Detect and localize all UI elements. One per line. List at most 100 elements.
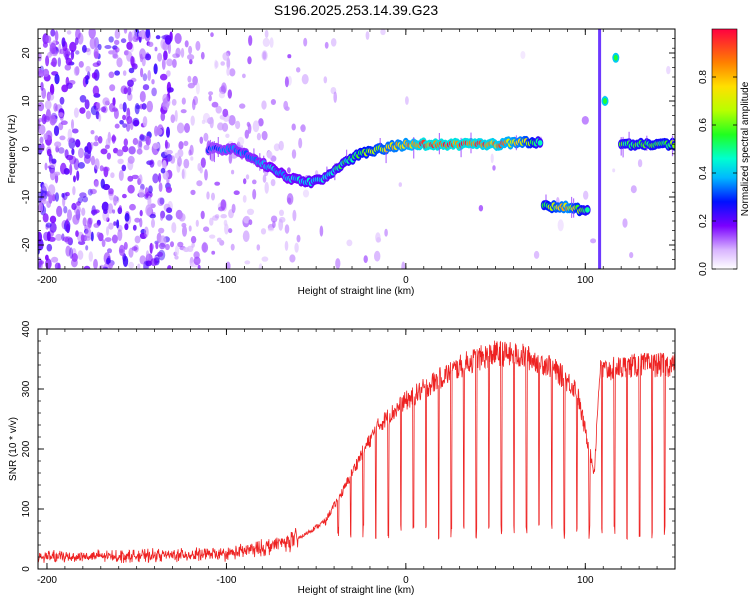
noise-speckle xyxy=(93,223,100,228)
signal-blob-core xyxy=(613,54,618,61)
noise-speckle xyxy=(123,29,128,34)
noise-speckle xyxy=(38,69,45,78)
snr-panel: -200 -100 0 100 0 100 200 300 400 Height of str… xyxy=(8,320,676,596)
noise-speckle xyxy=(87,217,92,229)
signal-core xyxy=(585,207,590,213)
noise-speckle xyxy=(152,173,159,184)
colorbar: 0.0 0.2 0.4 0.6 0.8 Normalized spectral ampl… xyxy=(698,28,750,276)
noise-speckle xyxy=(182,225,187,237)
noise-speckle xyxy=(192,75,198,86)
y-tick-label: -20 xyxy=(21,237,32,252)
spectrogram-y-axis: -20 -10 0 10 20 xyxy=(21,28,675,270)
noise-speckle xyxy=(131,29,138,41)
noise-speckle xyxy=(85,78,89,85)
noise-speckle xyxy=(128,247,134,258)
noise-speckle xyxy=(210,32,214,38)
noise-speckle xyxy=(151,218,155,228)
noise-speckle xyxy=(80,234,85,242)
noise-speckle xyxy=(149,213,156,219)
noise-speckle xyxy=(264,29,269,39)
noise-speckle xyxy=(184,123,190,133)
snr-y-axis: 0 100 200 300 400 xyxy=(21,320,675,572)
noise-speckle xyxy=(201,242,209,253)
noise-speckle xyxy=(75,29,81,40)
noise-speckle xyxy=(54,141,62,148)
noise-speckle xyxy=(116,219,120,229)
noise-speckle xyxy=(94,158,100,170)
noise-speckle xyxy=(71,148,75,156)
spectrogram-y-label: Frequency (Hz) xyxy=(7,115,18,184)
colorbar-tick-label: 0.2 xyxy=(698,214,709,228)
noise-speckle xyxy=(87,217,92,228)
colorbar-label: Normalized spectral amplitude xyxy=(740,81,750,216)
noise-speckle xyxy=(222,52,230,61)
noise-speckle xyxy=(40,81,44,91)
noise-speckle xyxy=(287,167,291,174)
noise-speckle xyxy=(147,41,154,47)
noise-speckle xyxy=(87,188,93,196)
noise-speckle xyxy=(200,157,206,168)
noise-speckle xyxy=(42,192,46,202)
noise-speckle xyxy=(106,152,111,160)
noise-speckle xyxy=(128,67,135,74)
noise-speckle xyxy=(235,120,241,130)
noise-speckle xyxy=(119,103,124,110)
noise-speckle xyxy=(104,45,112,49)
noise-speckle xyxy=(242,230,250,242)
noise-speckle xyxy=(88,217,93,225)
noise-speckle xyxy=(74,37,79,46)
noise-speckle xyxy=(237,136,245,146)
noise-speckle xyxy=(83,265,91,269)
noise-speckle xyxy=(158,242,166,250)
noise-speckle xyxy=(230,243,235,251)
noise-speckle xyxy=(174,110,178,122)
noise-speckle xyxy=(53,171,61,176)
noise-speckle xyxy=(157,52,163,62)
noise-speckle xyxy=(121,164,127,172)
noise-speckle xyxy=(612,168,616,173)
noise-speckle xyxy=(117,229,123,242)
noise-speckle xyxy=(167,42,171,55)
noise-speckle xyxy=(244,129,249,139)
noise-speckle xyxy=(145,52,150,59)
noise-speckle xyxy=(401,261,406,269)
noise-speckle xyxy=(622,218,628,228)
y-tick-label: 10 xyxy=(21,95,32,107)
noise-speckle xyxy=(174,33,182,44)
snr-plot-area xyxy=(38,340,675,564)
noise-speckle xyxy=(148,185,153,194)
noise-speckle xyxy=(73,158,80,171)
noise-speckle xyxy=(138,31,144,37)
noise-speckle xyxy=(107,248,112,254)
noise-speckle xyxy=(162,160,167,170)
noise-speckle xyxy=(188,225,192,232)
y-tick-label: 400 xyxy=(21,320,32,337)
noise-speckle xyxy=(177,241,184,248)
x-tick-label: -200 xyxy=(37,575,57,586)
noise-speckle xyxy=(38,52,42,62)
noise-speckle xyxy=(116,149,124,157)
noise-speckle xyxy=(158,173,162,183)
noise-speckle xyxy=(167,265,172,269)
noise-speckle xyxy=(62,192,68,201)
noise-speckle xyxy=(246,208,255,215)
noise-speckle xyxy=(221,122,229,132)
noise-speckle xyxy=(55,233,63,241)
noise-speckle xyxy=(174,245,180,257)
noise-speckle xyxy=(75,65,80,76)
noise-speckle xyxy=(42,41,48,48)
noise-speckle xyxy=(124,223,129,231)
noise-speckle xyxy=(630,185,637,194)
noise-speckle xyxy=(85,110,91,120)
noise-speckle xyxy=(159,197,165,205)
noise-speckle xyxy=(220,61,225,66)
noise-speckle xyxy=(228,228,233,234)
colorbar-ticks: 0.0 0.2 0.4 0.6 0.8 xyxy=(698,70,737,276)
noise-speckle xyxy=(244,260,251,265)
noise-speckle xyxy=(220,214,227,219)
noise-speckle xyxy=(90,130,95,135)
noise-speckle xyxy=(151,79,155,85)
noise-speckle xyxy=(69,163,73,176)
noise-speckle xyxy=(258,118,264,127)
noise-speckle xyxy=(100,148,108,155)
